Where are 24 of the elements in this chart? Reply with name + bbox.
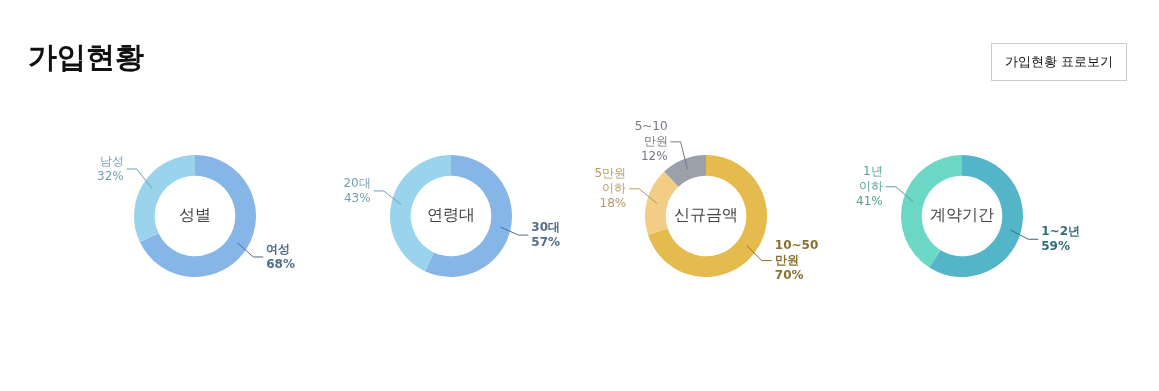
data-label: 43% bbox=[343, 190, 371, 205]
data-label: 68% bbox=[266, 256, 295, 271]
slice-label: 10~50 만원 bbox=[774, 237, 819, 267]
slice-label: 30대 bbox=[531, 219, 561, 234]
slice-label: 5~10 만원 bbox=[634, 118, 668, 148]
slice-label: 20대 bbox=[343, 175, 371, 190]
text: 가입현황 표로보기 bbox=[991, 43, 1127, 81]
slice-label: 5만원 이하 bbox=[594, 165, 627, 195]
text: 성별 bbox=[179, 205, 211, 225]
text: 계약기간 bbox=[930, 205, 994, 225]
slice-label: 1년 이하 bbox=[858, 163, 883, 193]
slice-label: 여성 bbox=[266, 241, 291, 256]
text: 연령대 bbox=[427, 205, 475, 225]
text: 신규금액 bbox=[674, 205, 738, 225]
data-label: 32% bbox=[97, 168, 124, 183]
data-label: 18% bbox=[599, 195, 627, 210]
data-label: 70% bbox=[774, 267, 804, 282]
data-label: 41% bbox=[856, 193, 883, 208]
text: 가입현황 bbox=[28, 39, 144, 76]
data-label: 12% bbox=[640, 148, 668, 163]
slice-label: 1~2년 bbox=[1041, 223, 1081, 238]
slice-label: 남성 bbox=[99, 153, 124, 168]
data-label: 59% bbox=[1041, 238, 1070, 253]
data-label: 57% bbox=[531, 234, 561, 249]
